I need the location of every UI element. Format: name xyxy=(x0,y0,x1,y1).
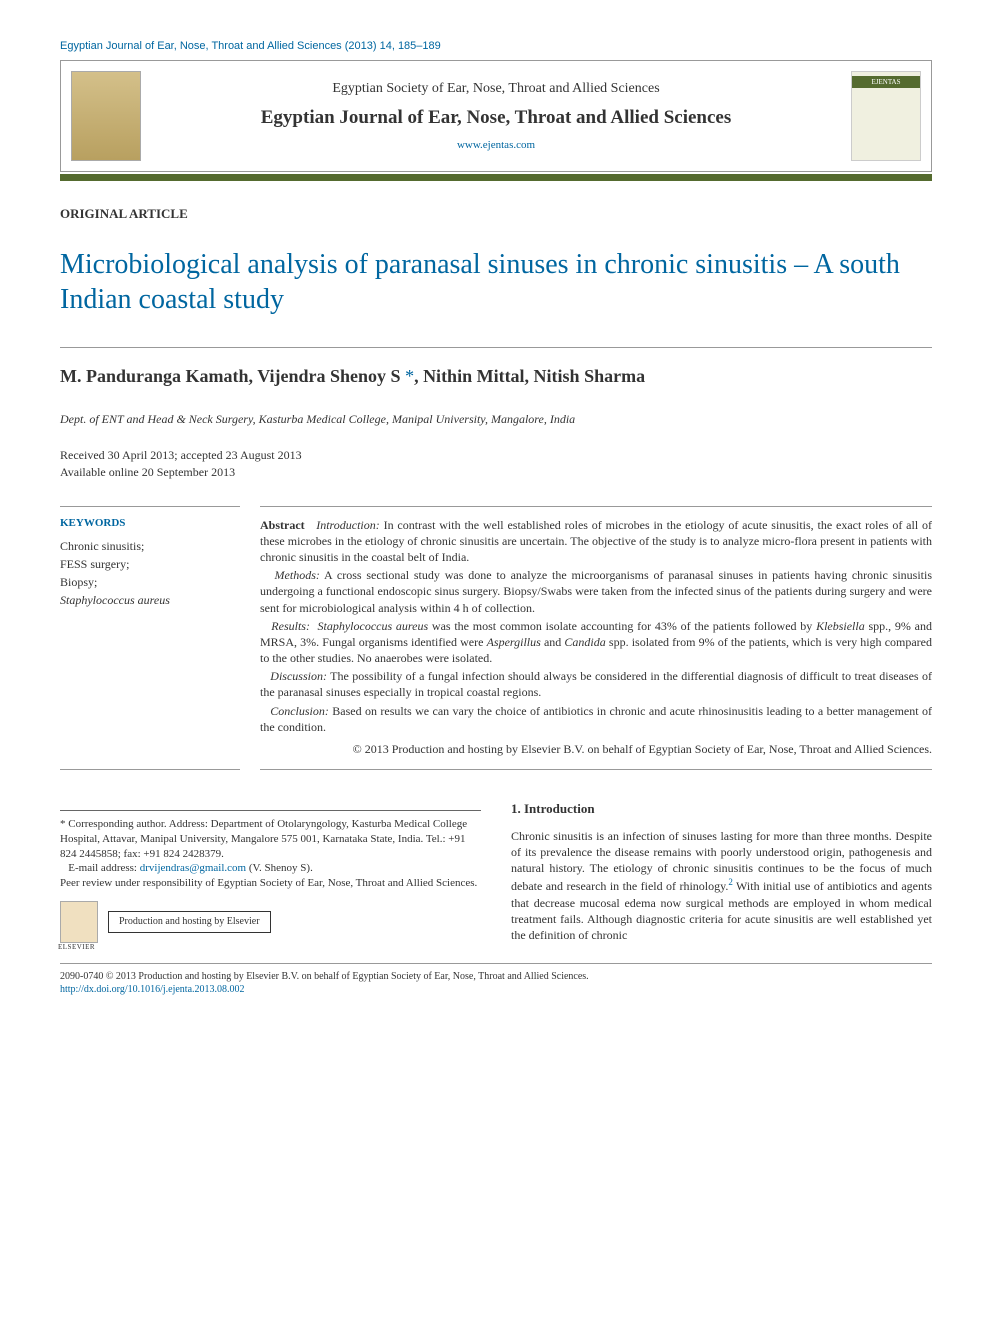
conclusion-text: Based on results we can vary the choice … xyxy=(260,704,932,734)
elsevier-logo xyxy=(60,901,98,943)
journal-name: Egyptian Journal of Ear, Nose, Throat an… xyxy=(156,107,836,130)
corr-email-who: (V. Shenoy S). xyxy=(246,862,313,874)
journal-cover-thumbnail xyxy=(851,71,921,161)
article-title: Microbiological analysis of paranasal si… xyxy=(60,247,932,317)
abstract-row: KEYWORDS Chronic sinusitis; FESS surgery… xyxy=(60,506,932,771)
keyword: Chronic sinusitis; xyxy=(60,537,240,555)
society-logo xyxy=(71,71,141,161)
journal-url[interactable]: www.ejentas.com xyxy=(156,139,836,151)
keyword: FESS surgery; xyxy=(60,555,240,573)
footer-copyright: 2090-0740 © 2013 Production and hosting … xyxy=(60,970,932,983)
affiliation: Dept. of ENT and Head & Neck Surgery, Ka… xyxy=(60,412,932,427)
journal-header: Egyptian Society of Ear, Nose, Throat an… xyxy=(60,60,932,172)
received-accepted: Received 30 April 2013; accepted 23 Augu… xyxy=(60,447,932,464)
introduction-paragraph: Chronic sinusitis is an infection of sin… xyxy=(511,828,932,943)
society-name: Egyptian Society of Ear, Nose, Throat an… xyxy=(156,81,836,97)
keyword: Staphylococcus aureus xyxy=(60,591,240,609)
corr-address: Corresponding author. Address: Departmen… xyxy=(60,818,467,860)
body-columns: * Corresponding author. Address: Departm… xyxy=(60,800,932,943)
authors-rest: , Nithin Mittal, Nitish Sharma xyxy=(414,366,645,386)
column-right: 1. Introduction Chronic sinusitis is an … xyxy=(511,800,932,943)
hosting-box: Production and hosting by Elsevier xyxy=(108,911,271,933)
keyword: Biopsy; xyxy=(60,573,240,591)
discussion-heading: Discussion: xyxy=(270,669,327,683)
corr-email-link[interactable]: drvijendras@gmail.com xyxy=(140,862,246,874)
results-heading: Results: xyxy=(271,619,310,633)
title-divider xyxy=(60,347,932,348)
discussion-text: The possibility of a fungal infection sh… xyxy=(260,669,932,699)
abstract-box: Abstract Introduction: In contrast with … xyxy=(260,506,932,771)
species: Klebsiella xyxy=(816,619,865,633)
column-left: * Corresponding author. Address: Departm… xyxy=(60,800,481,943)
section-heading-introduction: 1. Introduction xyxy=(511,800,932,818)
species: Staphylococcus aureus xyxy=(318,619,429,633)
available-online: Available online 20 September 2013 xyxy=(60,464,932,481)
abstract-copyright: © 2013 Production and hosting by Elsevie… xyxy=(260,741,932,757)
article-dates: Received 30 April 2013; accepted 23 Augu… xyxy=(60,447,932,481)
peer-review-note: Peer review under responsibility of Egyp… xyxy=(60,876,481,891)
corresponding-author-block: * Corresponding author. Address: Departm… xyxy=(60,810,481,943)
authors: M. Panduranga Kamath, Vijendra Shenoy S … xyxy=(60,366,932,387)
keywords-list: Chronic sinusitis; FESS surgery; Biopsy;… xyxy=(60,537,240,609)
conclusion-heading: Conclusion: xyxy=(270,704,329,718)
header-divider-bar xyxy=(60,174,932,181)
keywords-label: KEYWORDS xyxy=(60,517,240,529)
intro-heading: Introduction: xyxy=(316,518,380,532)
abstract-lead: Abstract xyxy=(260,518,305,532)
keywords-box: KEYWORDS Chronic sinusitis; FESS surgery… xyxy=(60,506,240,771)
running-head: Egyptian Journal of Ear, Nose, Throat an… xyxy=(60,40,932,52)
species: Candida xyxy=(564,635,605,649)
authors-first: M. Panduranga Kamath, Vijendra Shenoy S xyxy=(60,366,401,386)
species: Aspergillus xyxy=(487,635,541,649)
header-center: Egyptian Society of Ear, Nose, Throat an… xyxy=(156,81,836,152)
email-label: E-mail address: xyxy=(68,862,139,874)
elsevier-block: Production and hosting by Elsevier xyxy=(60,901,481,943)
article-type: ORIGINAL ARTICLE xyxy=(60,206,932,222)
corresponding-star: * xyxy=(401,366,415,386)
results-text: was the most common isolate accounting f… xyxy=(428,619,816,633)
footer: 2090-0740 © 2013 Production and hosting … xyxy=(60,963,932,996)
methods-heading: Methods: xyxy=(275,568,320,582)
results-text: and xyxy=(541,635,565,649)
doi-link[interactable]: http://dx.doi.org/10.1016/j.ejenta.2013.… xyxy=(60,983,932,996)
methods-text: A cross sectional study was done to anal… xyxy=(260,568,932,614)
